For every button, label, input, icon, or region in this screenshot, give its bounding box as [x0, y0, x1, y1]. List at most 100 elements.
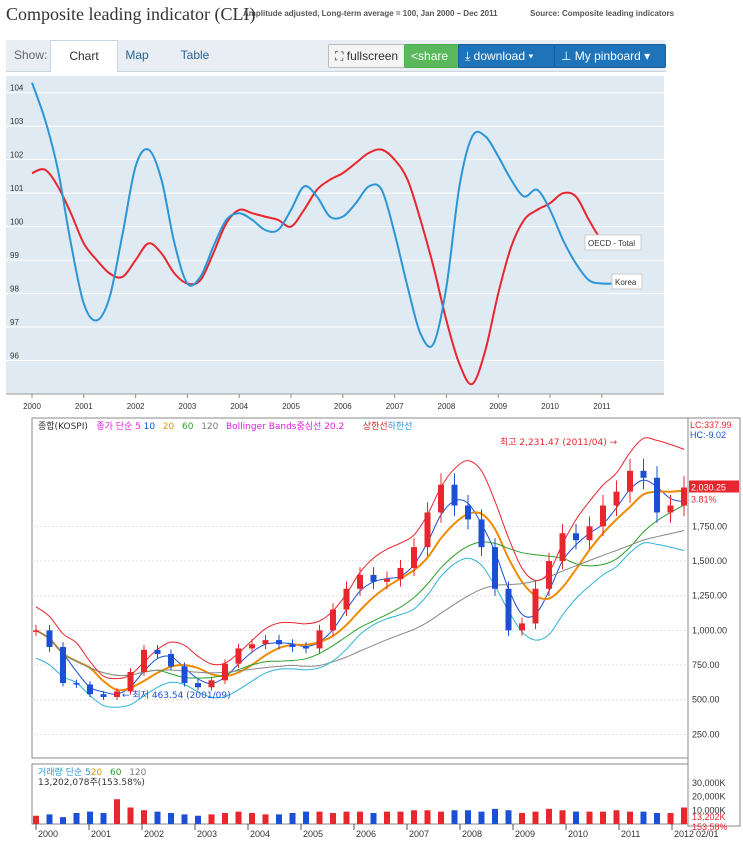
fullscreen-label: fullscreen — [346, 49, 399, 63]
ma-20-line — [35, 489, 685, 692]
volume-bar — [397, 811, 404, 824]
volume-header-text: 20 — [91, 768, 103, 778]
tab-table[interactable]: Table — [180, 48, 210, 62]
candle-body — [181, 666, 188, 684]
volume-bar — [249, 813, 255, 824]
volume-bar — [208, 814, 215, 824]
candle-body — [505, 588, 512, 631]
candle-body — [33, 630, 39, 632]
x-tick-label: 2004 — [230, 402, 248, 411]
x-tick-label: 2008 — [462, 829, 482, 839]
candle-body — [141, 649, 147, 672]
y-tick-label: 103 — [10, 117, 24, 126]
x-tick-label: 2011 — [621, 829, 640, 839]
volume-bar — [235, 811, 242, 824]
x-tick-label: 2011 — [593, 402, 611, 411]
candle-body — [465, 505, 471, 520]
volume-bar — [627, 811, 633, 824]
candle-body — [492, 547, 498, 589]
candle-body — [654, 477, 660, 513]
y-tick-label: 101 — [10, 184, 24, 193]
x-tick-label: 2000 — [38, 829, 58, 839]
volume-bar — [586, 811, 593, 824]
volume-bar — [465, 810, 471, 824]
candle-body — [424, 512, 431, 548]
x-tick-label: 2007 — [386, 402, 404, 411]
candle-body — [532, 588, 539, 624]
candle-body — [357, 574, 363, 589]
share-label: share — [418, 49, 449, 63]
indicator-header-text: 상한선 — [363, 421, 388, 432]
candle-body — [667, 505, 674, 513]
volume-bar — [330, 813, 336, 824]
volume-bar — [519, 813, 525, 824]
oecd-total-line — [31, 148, 641, 386]
volume-bar — [424, 810, 431, 824]
plot-background — [6, 76, 664, 394]
indicator-header-text: 120 — [201, 422, 218, 432]
y-tick-label: 250.00 — [692, 729, 720, 739]
y-tick-label: 96 — [10, 352, 19, 361]
candle-body — [681, 487, 687, 506]
y-tick-label: 500.00 — [692, 695, 720, 705]
volume-bar — [60, 817, 66, 824]
x-tick-label: 2010 — [541, 402, 559, 411]
volume-bar — [46, 814, 53, 824]
y-tick-label: 104 — [10, 84, 24, 93]
volume-bar — [600, 811, 606, 824]
bollinger-lower-line — [35, 542, 685, 708]
x-tick-label: 2002 — [127, 402, 145, 411]
x-tick-label: 2012 — [674, 829, 694, 839]
volume-bar — [181, 814, 188, 824]
tab-chart[interactable]: Chart — [50, 40, 118, 72]
show-label: Show: — [14, 48, 48, 62]
y-tick-label: 102 — [10, 151, 24, 160]
last-price-label: 2,030.25 — [691, 482, 726, 492]
volume-bar — [100, 813, 107, 824]
volume-bar — [370, 813, 377, 824]
candle-body — [87, 684, 93, 695]
share-button[interactable]: <share — [404, 44, 462, 68]
candle-body — [384, 579, 390, 582]
candle-body — [303, 647, 309, 649]
volume-bar — [613, 810, 620, 824]
volume-value-text: 13,202,078주(153.58%) — [38, 777, 145, 788]
volume-bar — [195, 815, 201, 824]
volume-bar — [33, 815, 39, 824]
kospi-chart: 종합(KOSPI) 종가 단순 5 10 20 60 120 Bollinger Bands… — [31, 417, 741, 839]
volume-bar — [411, 810, 417, 824]
oecd-total-label: OECD - Total — [584, 234, 642, 251]
candle-body — [573, 533, 579, 541]
candle-body — [289, 644, 296, 648]
pinboard-button[interactable]: ⊥ My pinboard ▾ — [554, 44, 666, 68]
download-button[interactable]: ⤓ download ▾ — [458, 44, 556, 68]
candle-body — [114, 691, 120, 697]
volume-bar — [87, 811, 93, 824]
x-tick-label: 2001 — [91, 829, 111, 839]
volume-bar — [384, 811, 390, 824]
y-tick-label: 1,500.00 — [692, 556, 727, 566]
y-tick-label: 97 — [10, 318, 19, 327]
indicator-header-text: 종합(KOSPI) — [38, 421, 88, 432]
volume-bar — [492, 808, 498, 824]
chart-source: Source: Composite leading indicators — [530, 9, 675, 18]
right-axis-pane — [687, 417, 741, 827]
low-annotation: ← 최저 463.54 (2001/09) — [122, 690, 231, 701]
y-tick-label: 1,250.00 — [692, 591, 727, 601]
candle-body — [559, 533, 566, 562]
korea-line — [31, 82, 641, 348]
candle-body — [235, 648, 242, 664]
candle-body — [208, 680, 215, 688]
pinboard-label: My pinboard ▾ — [574, 49, 651, 63]
x-tick-label: 2003 — [179, 402, 197, 411]
candle-body — [451, 484, 458, 506]
volume-bar — [654, 813, 660, 824]
volume-bar — [73, 813, 80, 824]
candle-body — [276, 640, 282, 645]
volume-last-label: 13,202K — [692, 812, 726, 822]
candle-body — [154, 649, 161, 654]
candle-body — [249, 644, 255, 649]
tab-map[interactable]: Map — [125, 48, 149, 62]
candle-body — [127, 671, 134, 692]
view-tab-bar: Show: Chart Map Table ⛶ fullscreen <shar… — [6, 40, 666, 72]
